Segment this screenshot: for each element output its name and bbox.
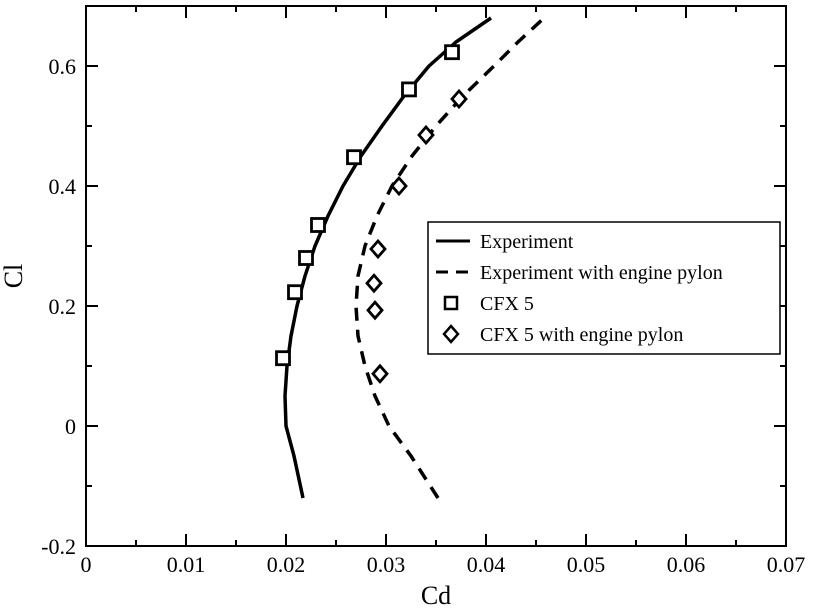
legend-box	[427, 221, 781, 355]
x-tick-label: 0.06	[667, 552, 706, 577]
x-tick-label: 0.04	[467, 552, 506, 577]
experiment-pylon-line	[354, 16, 546, 499]
y-tick-label: 0.4	[49, 174, 77, 199]
y-tick-label: 0.6	[49, 54, 77, 79]
cfx5-square-point	[346, 149, 362, 166]
legend-swatch-diamond-marker	[442, 324, 460, 344]
x-tick-label: 0.02	[267, 552, 306, 577]
legend-label-cfx5-pylon: CFX 5 with engine pylon	[480, 324, 683, 346]
cfx5-pylon-diamond-point	[450, 88, 468, 110]
legend: Experiment Experiment with engine pylon …	[427, 221, 781, 355]
x-axis-title: Cd	[421, 581, 451, 609]
y-tick-label: 0	[65, 414, 76, 439]
y-tick-label: 0.2	[49, 294, 77, 319]
cfx5-square-point	[310, 217, 326, 233]
x-tick-label: 0	[81, 552, 92, 577]
x-tick-label: 0.01	[167, 552, 206, 577]
y-axis-title: Cl	[0, 264, 28, 289]
cfx5-square-point	[401, 81, 417, 98]
cfx5-pylon-diamond-point	[417, 124, 435, 146]
series-layer	[275, 16, 546, 499]
axis-ticks: 0 0.01 0.02 0.03 0.04 0.05 0.06 0.07-0.200.20.4…	[41, 6, 805, 577]
cfx5-pylon-diamond-point	[365, 273, 383, 294]
cfx5-pylon-diamond-point	[369, 238, 387, 260]
cfx5-pylon-diamond-point	[366, 300, 384, 321]
legend-swatch-square-marker	[443, 295, 459, 311]
y-tick-label: -0.2	[41, 534, 76, 559]
cfx5-square-point	[287, 284, 303, 301]
legend-label-experiment: Experiment	[480, 231, 574, 253]
cfx5-pylon-diamond-point	[390, 175, 408, 197]
cfx5-square-point	[298, 250, 314, 266]
cfx5-square-point	[444, 44, 460, 61]
cfx5-pylon-diamond-point	[371, 363, 389, 384]
x-tick-label: 0.03	[367, 552, 406, 577]
legend-label-experiment-pylon: Experiment with engine pylon	[480, 262, 723, 284]
cfx5-square-point	[275, 350, 291, 367]
x-tick-label: 0.05	[567, 552, 606, 577]
x-tick-label: 0.07	[767, 552, 806, 577]
legend-label-cfx5: CFX 5	[480, 293, 534, 315]
